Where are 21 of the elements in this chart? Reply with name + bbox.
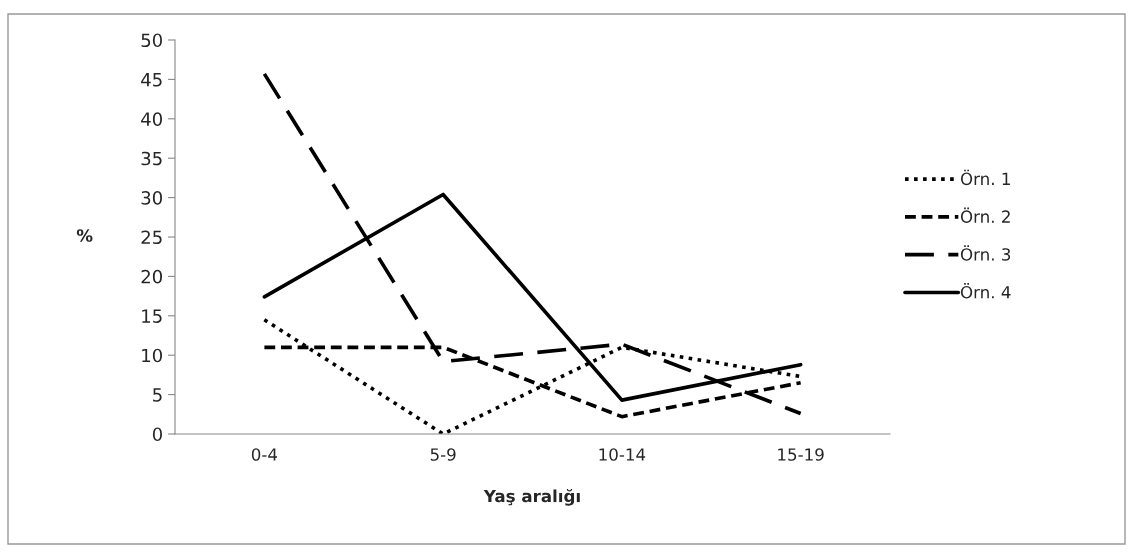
- y-tick-label: 0: [152, 427, 162, 442]
- y-tick-label: 25: [141, 230, 162, 245]
- legend-label: Örn. 2: [960, 207, 1010, 223]
- x-tick-label: 10-14: [599, 448, 646, 461]
- y-tick-label: 50: [141, 33, 162, 48]
- legend-label: Örn. 3: [960, 245, 1011, 261]
- x-tick-label: 5-9: [430, 448, 456, 461]
- x-axis-title: Yaş aralığı: [483, 489, 580, 506]
- x-tick-label: 15-19: [778, 448, 824, 461]
- x-tick-label: 0-4: [251, 448, 278, 461]
- y-tick-label: 35: [141, 151, 162, 166]
- y-tick-label: 30: [141, 191, 162, 205]
- y-axis-title: %: [76, 229, 93, 242]
- y-tick-label: 5: [153, 388, 162, 402]
- legend-label: Örn. 4: [960, 283, 1011, 299]
- y-tick-label: 40: [141, 112, 162, 126]
- y-tick-label: 20: [141, 269, 162, 284]
- y-tick-label: 15: [142, 309, 162, 323]
- y-tick-label: 45: [141, 73, 162, 87]
- legend-label: Örn. 1: [960, 169, 1010, 186]
- y-tick-label: 10: [142, 348, 162, 363]
